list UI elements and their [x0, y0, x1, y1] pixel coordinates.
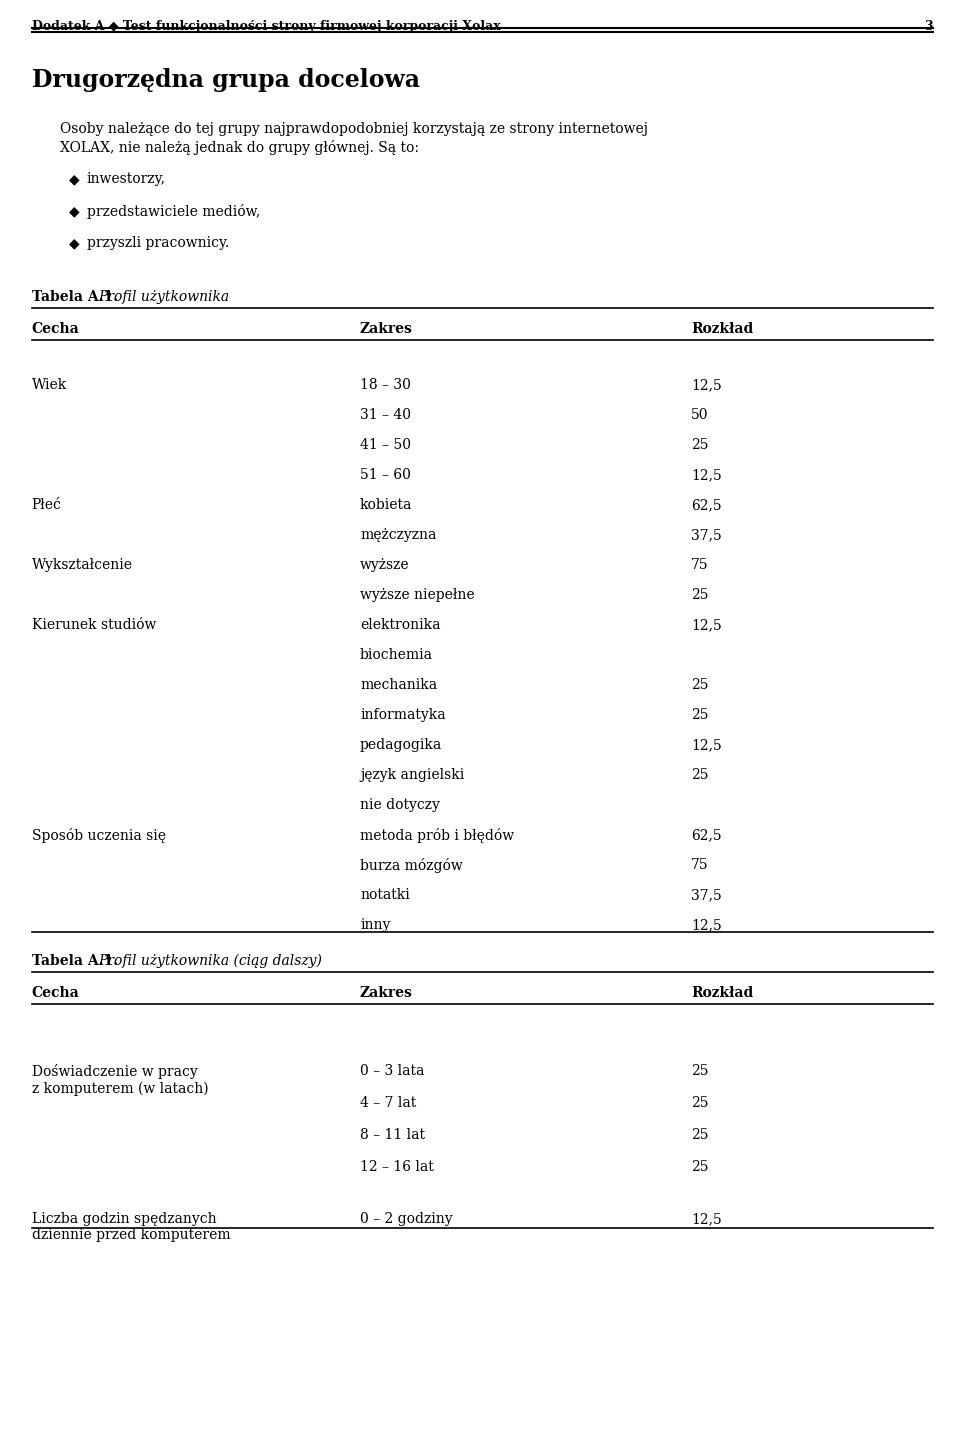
Text: kobieta: kobieta [360, 498, 413, 512]
Text: mężczyzna: mężczyzna [360, 528, 437, 542]
Text: 18 – 30: 18 – 30 [360, 378, 411, 393]
Text: 0 – 2 godziny: 0 – 2 godziny [360, 1212, 452, 1227]
Text: Tabela A.1.: Tabela A.1. [32, 290, 118, 303]
Text: nie dotyczy: nie dotyczy [360, 798, 440, 812]
Text: 25: 25 [691, 677, 708, 692]
Text: 75: 75 [691, 558, 708, 572]
Text: Zakres: Zakres [360, 986, 413, 999]
Text: 0 – 3 lata: 0 – 3 lata [360, 1064, 424, 1078]
Text: ◆: ◆ [69, 204, 80, 219]
Text: 12,5: 12,5 [691, 618, 722, 631]
Text: 51 – 60: 51 – 60 [360, 467, 411, 482]
Text: elektronika: elektronika [360, 618, 441, 631]
Text: 62,5: 62,5 [691, 828, 722, 843]
Text: 12,5: 12,5 [691, 1212, 722, 1227]
Text: Drugorzędna grupa docelowa: Drugorzędna grupa docelowa [32, 68, 420, 92]
Text: Płeć: Płeć [32, 498, 61, 512]
Text: 12,5: 12,5 [691, 378, 722, 393]
Text: 12,5: 12,5 [691, 467, 722, 482]
Text: Tabela A.1.: Tabela A.1. [32, 953, 118, 968]
Text: Sposób uczenia się: Sposób uczenia się [32, 828, 166, 843]
Text: Cecha: Cecha [32, 322, 80, 336]
Text: inny: inny [360, 917, 391, 932]
Text: Osoby należące do tej grupy najprawdopodobniej korzystają ze strony internetowej: Osoby należące do tej grupy najprawdopod… [60, 122, 648, 137]
Text: 12,5: 12,5 [691, 738, 722, 752]
Text: 12,5: 12,5 [691, 917, 722, 932]
Text: informatyka: informatyka [360, 707, 445, 722]
Text: 25: 25 [691, 1096, 708, 1110]
Text: pedagogika: pedagogika [360, 738, 443, 752]
Text: 4 – 7 lat: 4 – 7 lat [360, 1096, 417, 1110]
Text: 25: 25 [691, 588, 708, 603]
Text: wyższe: wyższe [360, 558, 410, 572]
Text: przyszli pracownicy.: przyszli pracownicy. [86, 236, 228, 250]
Text: ◆: ◆ [69, 236, 80, 250]
Text: mechanika: mechanika [360, 677, 437, 692]
Text: 25: 25 [691, 439, 708, 452]
Text: 25: 25 [691, 707, 708, 722]
Text: Cecha: Cecha [32, 986, 80, 999]
Text: język angielski: język angielski [360, 768, 465, 782]
Text: Profil użytkownika: Profil użytkownika [99, 290, 229, 303]
Text: XOLAX, nie należą jednak do grupy głównej. Są to:: XOLAX, nie należą jednak do grupy główne… [60, 139, 419, 155]
Text: Profil użytkownika (ciąg dalszy): Profil użytkownika (ciąg dalszy) [99, 953, 323, 968]
Text: Wykształcenie: Wykształcenie [32, 558, 132, 572]
Text: 37,5: 37,5 [691, 528, 722, 542]
Text: ◆: ◆ [69, 173, 80, 186]
Text: inwestorzy,: inwestorzy, [86, 173, 166, 186]
Text: wyższe niepełne: wyższe niepełne [360, 588, 474, 603]
Text: 50: 50 [691, 408, 708, 421]
Text: 8 – 11 lat: 8 – 11 lat [360, 1127, 425, 1142]
Text: przedstawiciele mediów,: przedstawiciele mediów, [86, 204, 260, 219]
Text: biochemia: biochemia [360, 649, 433, 661]
Text: burza mózgów: burza mózgów [360, 858, 463, 873]
Text: Wiek: Wiek [32, 378, 67, 393]
Text: 25: 25 [691, 768, 708, 782]
Text: Kierunek studiów: Kierunek studiów [32, 618, 156, 631]
Text: metoda prób i błędów: metoda prób i błędów [360, 828, 515, 843]
Text: Liczba godzin spędzanych
dziennie przed komputerem: Liczba godzin spędzanych dziennie przed … [32, 1212, 230, 1242]
Text: Doświadczenie w pracy
z komputerem (w latach): Doświadczenie w pracy z komputerem (w la… [32, 1064, 208, 1096]
Text: 3: 3 [924, 20, 933, 33]
Text: 37,5: 37,5 [691, 889, 722, 902]
Text: 25: 25 [691, 1127, 708, 1142]
Text: 25: 25 [691, 1064, 708, 1078]
Text: 62,5: 62,5 [691, 498, 722, 512]
Text: 12 – 16 lat: 12 – 16 lat [360, 1160, 434, 1173]
Text: 41 – 50: 41 – 50 [360, 439, 411, 452]
Text: 25: 25 [691, 1160, 708, 1173]
Text: Rozkład: Rozkład [691, 322, 754, 336]
Text: notatki: notatki [360, 889, 410, 902]
Text: Zakres: Zakres [360, 322, 413, 336]
Text: Dodatek A ◆ Test funkcjonalności strony firmowej korporacji Xolax: Dodatek A ◆ Test funkcjonalności strony … [32, 20, 500, 33]
Text: 31 – 40: 31 – 40 [360, 408, 411, 421]
Text: Rozkład: Rozkład [691, 986, 754, 999]
Text: 75: 75 [691, 858, 708, 871]
